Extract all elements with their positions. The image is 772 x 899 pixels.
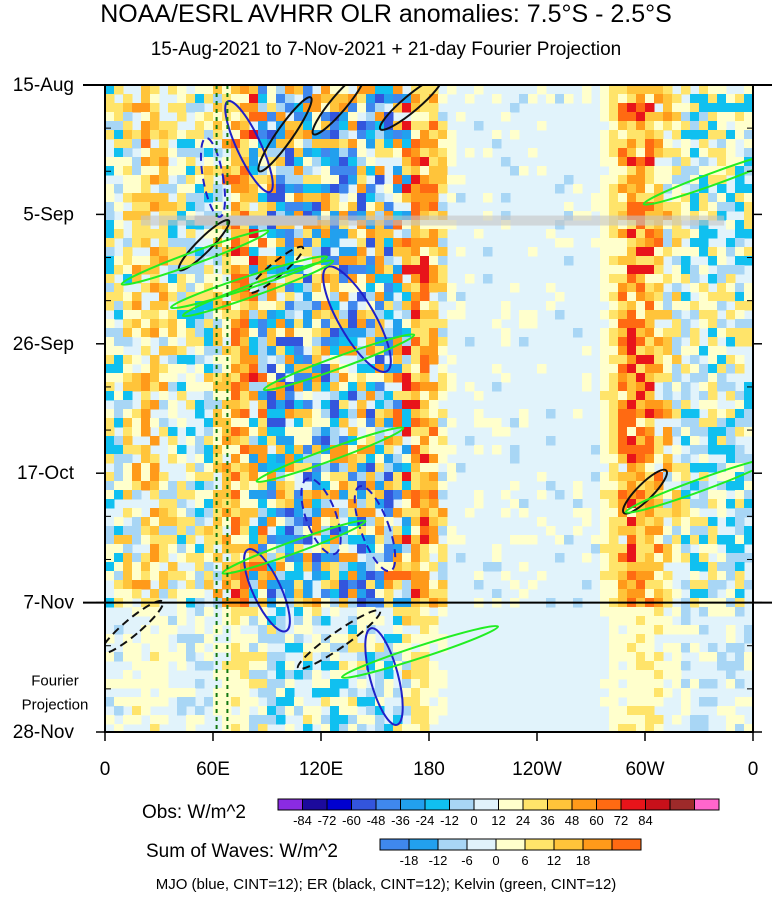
- waves-colorbar-label: -12: [429, 853, 448, 868]
- waves-colorbar-label: 6: [521, 853, 528, 868]
- x-tick-label: 0: [100, 759, 111, 780]
- waves-colorbar-swatch: [582, 838, 613, 851]
- kelvin-contour: [120, 229, 270, 286]
- kelvin-contour: [255, 426, 405, 483]
- obs-colorbar-label: 24: [516, 813, 530, 828]
- wave-contours: [105, 85, 753, 732]
- waves-colorbar-swatch: [437, 838, 468, 851]
- projection-label: Projection: [22, 697, 89, 714]
- waves-colorbar: -18 -12 -6 0 6 12 18: [379, 838, 642, 868]
- waves-colorbar-swatch: [495, 838, 526, 851]
- obs-colorbar-swatch: [498, 798, 524, 811]
- chart-subtitle: 15-Aug-2021 to 7-Nov-2021 + 21-day Fouri…: [150, 39, 622, 60]
- obs-colorbar-swatch: [302, 798, 328, 811]
- waves-colorbar-label: -18: [400, 853, 419, 868]
- er-contour: [296, 609, 382, 670]
- er-contour: [378, 85, 444, 131]
- obs-colorbar-swatch: [351, 798, 377, 811]
- obs-colorbar-label: -60: [342, 813, 361, 828]
- kelvin-contour: [181, 259, 335, 318]
- mjo-contour: [364, 627, 404, 726]
- olr-field: [105, 85, 753, 732]
- waves-colorbar-swatch: [408, 838, 439, 851]
- er-contour: [311, 85, 367, 136]
- chart-title: NOAA/ESRL AVHRR OLR anomalies: 7.5°S - 2…: [100, 0, 672, 28]
- contour-legend-note: MJO (blue, CINT=12); ER (black, CINT=12)…: [155, 876, 617, 893]
- obs-colorbar-label: 12: [491, 813, 505, 828]
- obs-colorbar-label: 60: [589, 813, 603, 828]
- obs-colorbar-title: Obs: W/m^2: [142, 802, 246, 823]
- obs-colorbar-label: -48: [367, 813, 386, 828]
- obs-colorbar-label: -84: [293, 813, 312, 828]
- axes: 15-Aug 5-Sep 26-Sep 17-Oct 7-Nov 28-Nov 0 60E 12…: [13, 75, 772, 780]
- mjo-contour: [322, 265, 392, 373]
- waves-colorbar-swatch: [466, 838, 497, 851]
- obs-colorbar-label: 72: [614, 813, 628, 828]
- er-contour: [257, 96, 313, 173]
- x-tick-label: 180: [413, 759, 445, 780]
- waves-colorbar-swatch: [611, 838, 642, 851]
- x-tick-label: 60E: [196, 759, 230, 780]
- x-tick-label: 60W: [625, 759, 664, 780]
- kelvin-contour: [221, 519, 367, 575]
- waves-colorbar-label: -6: [461, 853, 473, 868]
- obs-colorbar-swatch: [277, 798, 303, 811]
- obs-colorbar-swatch: [473, 798, 499, 811]
- obs-colorbar-swatch: [522, 798, 548, 811]
- waves-colorbar-label: 12: [547, 853, 561, 868]
- waves-colorbar-swatch: [379, 838, 410, 851]
- waves-colorbar-label: 18: [576, 853, 590, 868]
- obs-colorbar-swatch: [547, 798, 573, 811]
- mjo-contour: [199, 136, 227, 218]
- obs-colorbar-swatch: [424, 798, 450, 811]
- obs-colorbar-swatch: [571, 798, 597, 811]
- projection-label: Fourier: [31, 673, 79, 690]
- y-tick-label: 17-Oct: [17, 463, 75, 484]
- waves-colorbar-swatch: [524, 838, 555, 851]
- obs-colorbar-swatch: [400, 798, 426, 811]
- kelvin-contour: [624, 457, 753, 514]
- mjo-contour: [243, 548, 291, 633]
- mjo-contour: [353, 485, 397, 573]
- waves-colorbar-title: Sum of Waves: W/m^2: [146, 841, 338, 862]
- x-tick-label: 120E: [299, 759, 343, 780]
- obs-colorbar-label: -24: [416, 813, 435, 828]
- obs-colorbar-label: -36: [391, 813, 410, 828]
- obs-colorbar-swatch: [449, 798, 475, 811]
- kelvin-contour: [169, 255, 329, 310]
- obs-colorbar-swatch: [596, 798, 622, 811]
- obs-colorbar-swatch: [620, 798, 646, 811]
- obs-colorbar-label: -12: [440, 813, 459, 828]
- mjo-contour: [300, 477, 342, 556]
- obs-colorbar-swatch: [375, 798, 401, 811]
- er-contour: [105, 599, 165, 655]
- y-tick-label: 28-Nov: [13, 722, 75, 743]
- obs-colorbar-label: 36: [540, 813, 554, 828]
- y-tick-label: 26-Sep: [13, 334, 74, 355]
- obs-colorbar-label: 84: [638, 813, 652, 828]
- obs-colorbar-label: -72: [318, 813, 337, 828]
- obs-colorbar-label: 48: [565, 813, 579, 828]
- missing-data-row: [141, 215, 725, 226]
- obs-colorbar-label: 0: [470, 813, 477, 828]
- er-contour: [247, 245, 305, 294]
- waves-colorbar-swatch: [553, 838, 584, 851]
- obs-colorbar-swatch: [326, 798, 352, 811]
- x-tick-label: 120W: [512, 759, 562, 780]
- kelvin-contour: [262, 333, 416, 392]
- y-tick-label: 5-Sep: [23, 204, 74, 225]
- kelvin-contour: [340, 624, 500, 679]
- obs-colorbar-swatch: [694, 798, 720, 811]
- y-tick-label: 15-Aug: [13, 75, 74, 96]
- obs-colorbar-swatch: [645, 798, 671, 811]
- x-tick-label: 0: [748, 759, 759, 780]
- y-tick-label: 7-Nov: [23, 593, 74, 614]
- obs-colorbar: -84 -72 -60 -48 -36 -24 -12 0 12 24 36 48 60 72 84: [277, 798, 720, 828]
- waves-colorbar-label: 0: [492, 853, 499, 868]
- obs-colorbar-swatch: [669, 798, 695, 811]
- kelvin-contour: [642, 149, 753, 206]
